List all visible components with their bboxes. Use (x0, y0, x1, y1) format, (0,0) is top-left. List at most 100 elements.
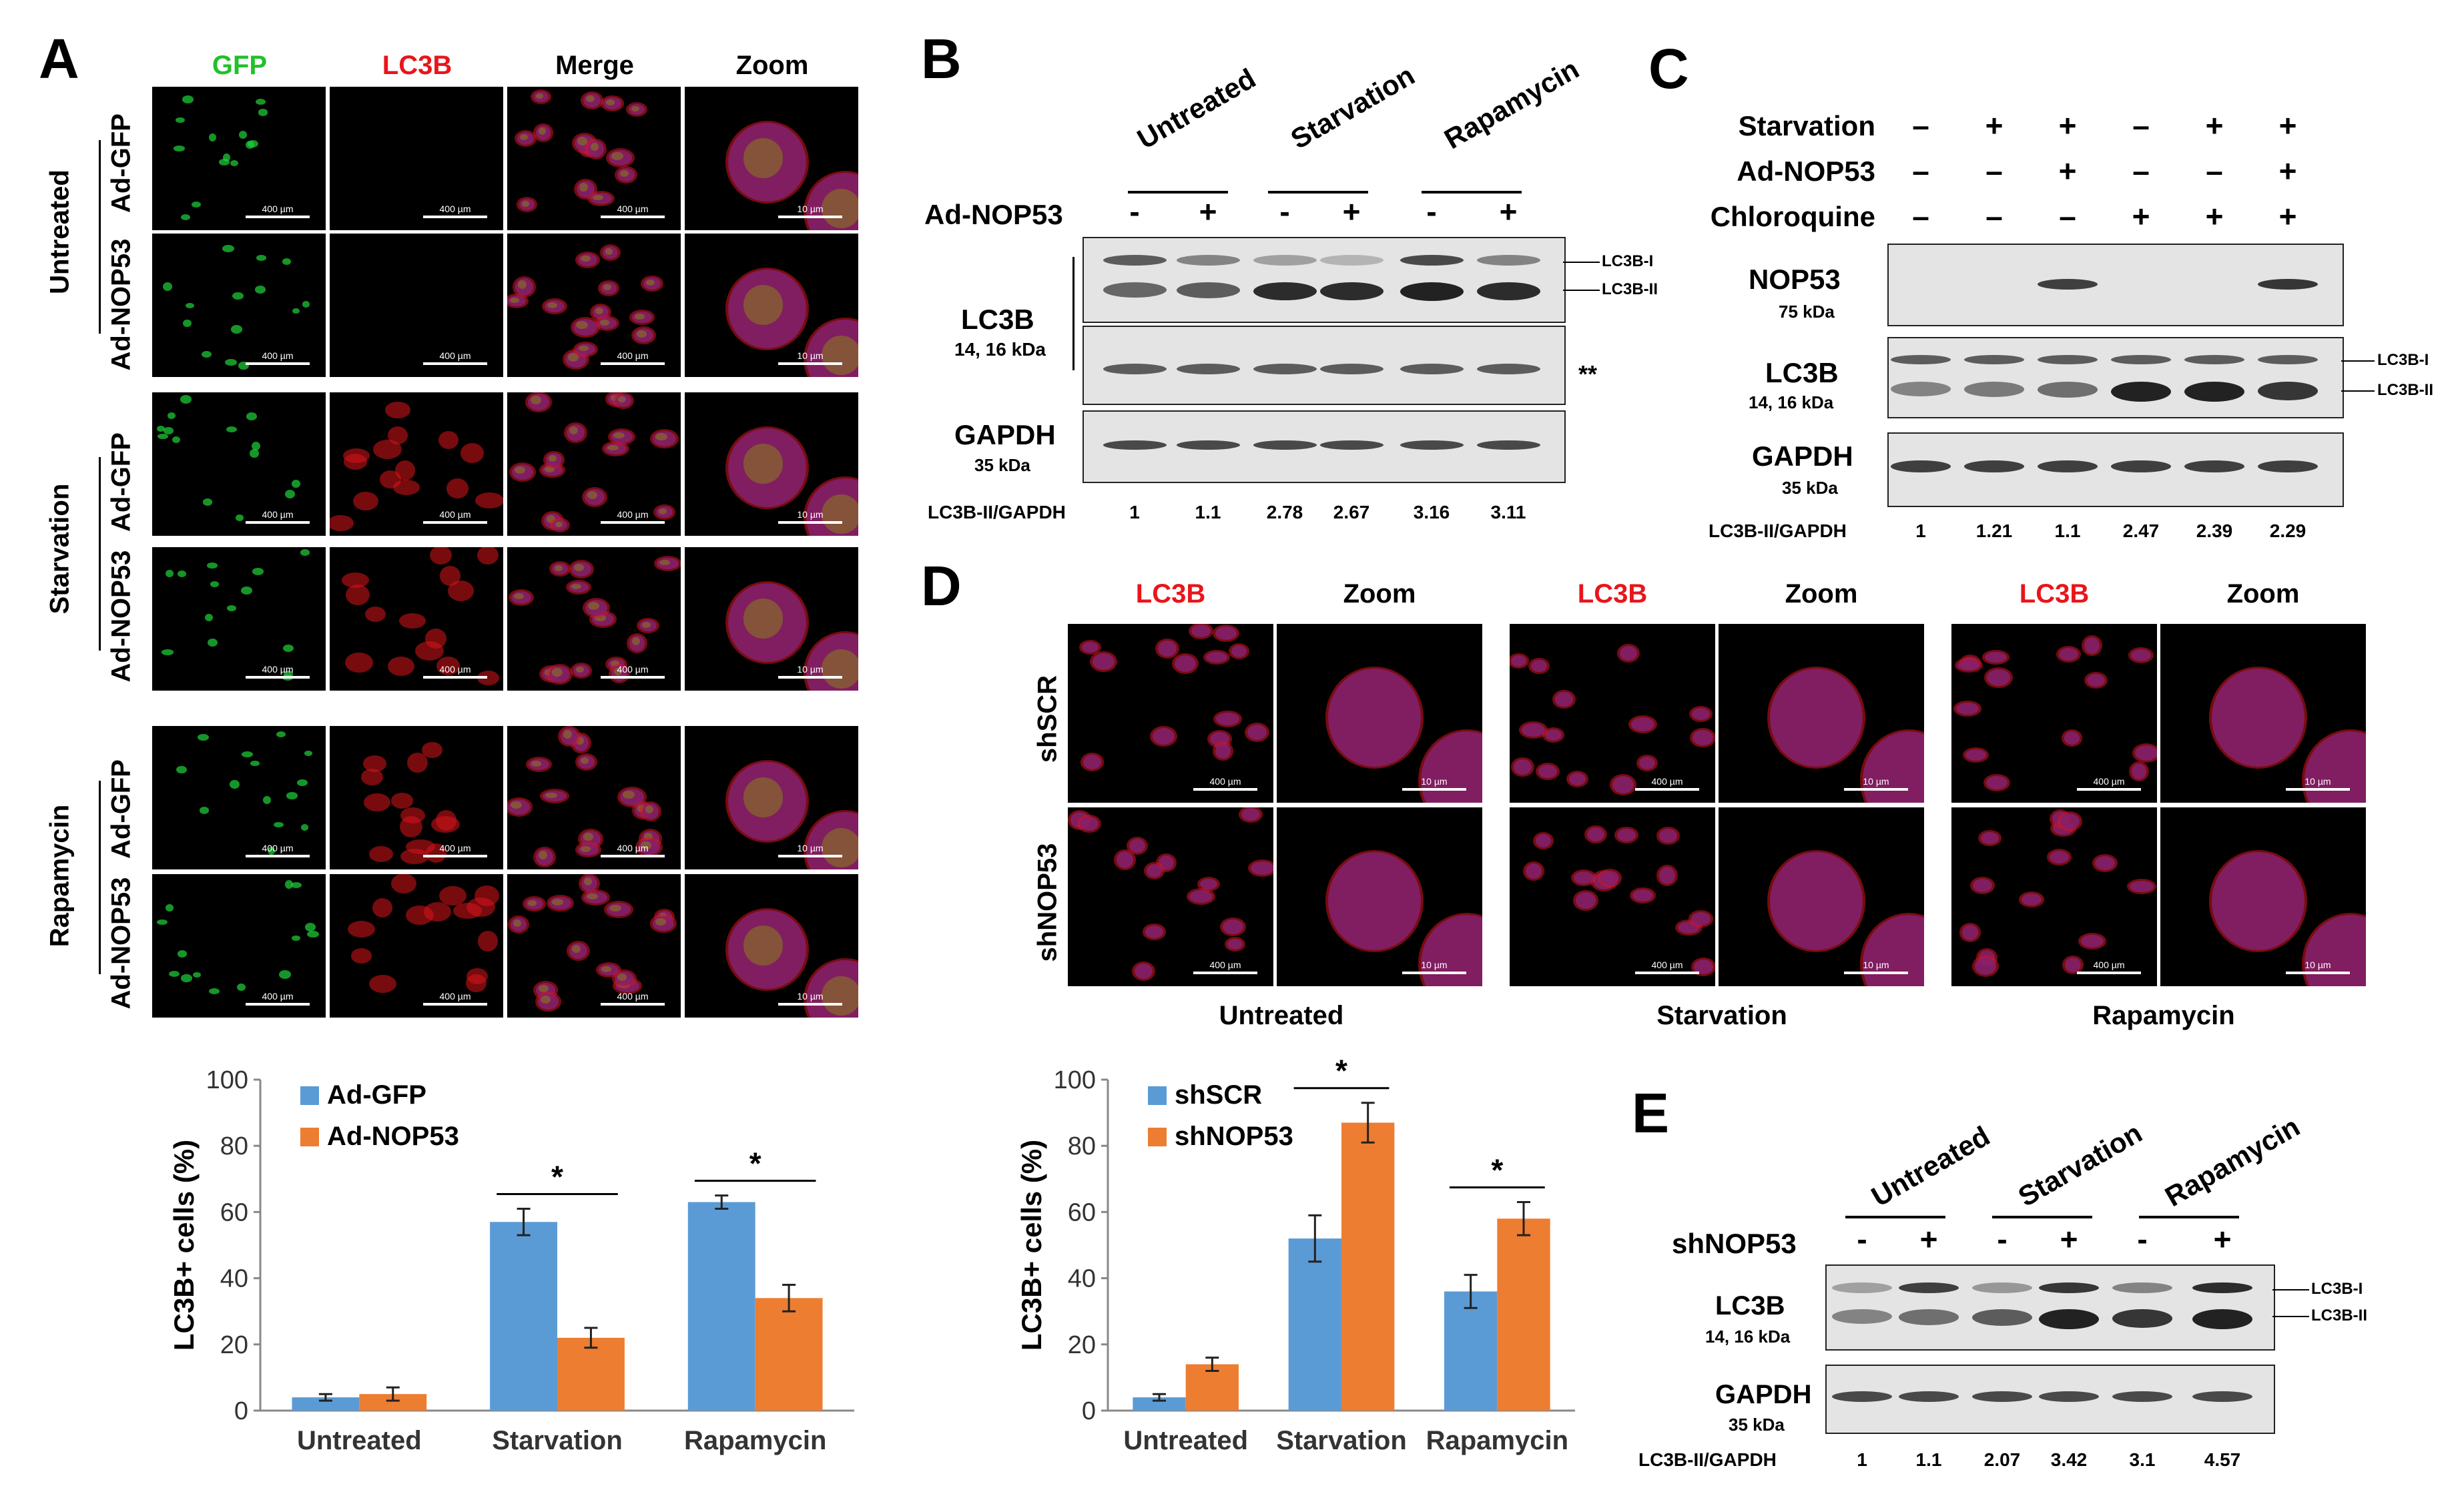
gfp-blob (286, 792, 298, 799)
scale-bar (2286, 972, 2350, 974)
lc3b-blob (516, 197, 537, 212)
lc3b-blob (425, 843, 447, 863)
panel-b-ratio-0: 1 (1129, 502, 1140, 522)
panel-e-band-ii-line (2272, 1316, 2309, 1317)
lc3b-blob (475, 492, 503, 508)
lc3b-blob (467, 968, 489, 985)
panel-c-ratio-3: 2.47 (2122, 520, 2160, 541)
panel-a-bracket-starvation (99, 457, 101, 651)
panel-e-band-i-0 (1832, 1282, 1892, 1293)
scale-bar-label: 400 µm (439, 664, 471, 675)
panel-c-ratio-5: 2.29 (2269, 520, 2306, 541)
gfp-blob (296, 779, 308, 787)
lc3b-blob (388, 657, 415, 677)
panel-c-condition-1: Ad-NOP53 (1737, 155, 1875, 187)
lc3b-blob (558, 726, 581, 747)
gfp-blob (173, 145, 186, 151)
panel-e-band-gapdh-0 (1832, 1391, 1892, 1402)
gfp-blob (285, 490, 296, 498)
legend-label-1: Ad-NOP53 (327, 1122, 459, 1151)
panel-c-ratio-0: 1 (1915, 520, 1926, 541)
scale-bar-label: 400 µm (439, 843, 471, 853)
panel-a-header-gfp: GFP (212, 51, 268, 80)
gfp-blob (241, 587, 252, 595)
lc3b-blob (627, 633, 648, 653)
lc3b-blob (1213, 741, 1233, 761)
scale-bar (1844, 972, 1908, 974)
gfp-blob (191, 201, 202, 208)
panel-e-band-ii-label: LC3B-II (2311, 1307, 2367, 1325)
scale-bar-label: 400 µm (439, 991, 471, 1002)
panel-b-band-i-1 (1176, 255, 1240, 266)
scale-bar (778, 1003, 842, 1006)
panel-e-underline-2 (1992, 1216, 2092, 1218)
scale-bar (1402, 972, 1466, 974)
gfp-blob (291, 935, 301, 942)
lc3b-blob (1570, 869, 1596, 887)
scale-bar-label: 10 µm (1863, 960, 1889, 970)
panel-b-band-gapdh-0 (1103, 440, 1167, 450)
panel-b-band-ii-0 (1103, 282, 1167, 298)
lc3b-blob (608, 663, 631, 684)
panel-e-treatment-label: shNOP53 (1672, 1228, 1797, 1259)
panel-c-lc3b-kda: 14, 16 kDa (1749, 392, 1834, 412)
y-axis-title: LC3B+ cells (%) (1016, 1140, 1047, 1351)
panel-e-lane-header-rapamycin: Rapamycin (2160, 1110, 2305, 1213)
y-tick-label: 100 (1054, 1066, 1096, 1094)
panel-e-gapdh-kda: 35 kDa (1729, 1415, 1785, 1435)
lc3b-blob (804, 810, 858, 869)
gfp-blob (242, 751, 254, 758)
panel-d-header-4: LC3B (2019, 579, 2090, 609)
panel-c-band-i-1 (1964, 355, 2024, 364)
gfp-blob (285, 879, 293, 889)
lc3b-blob (725, 581, 809, 664)
panel-letter-c: C (1648, 37, 1689, 100)
lc3b-blob (549, 517, 570, 532)
lc3b-blob (1688, 909, 1713, 927)
scale-bar-label: 400 µm (1209, 776, 1241, 787)
significance-star: * (1491, 1153, 1503, 1188)
panel-b-band-gapdh-2 (1253, 440, 1317, 450)
scale-bar (778, 362, 842, 365)
panel-c-sign-2-3: + (2132, 199, 2150, 234)
panel-d-header-2: LC3B (1577, 579, 1648, 609)
lc3b-blob (1519, 721, 1548, 739)
lc3b-blob (2047, 848, 2072, 865)
lc3b-blob (477, 547, 499, 565)
lc3b-blob (543, 450, 565, 469)
gfp-blob (256, 98, 266, 105)
panel-e-sign-0: - (1857, 1222, 1867, 1256)
panel-c-gapdh-kda: 35 kDa (1782, 478, 1838, 498)
panel-b-ratio-label: LC3B-II/GAPDH (928, 502, 1066, 522)
panel-c-band-ii-3 (2111, 382, 2171, 402)
scale-bar-label: 400 µm (439, 350, 471, 361)
lc3b-blob (578, 874, 601, 894)
panel-e-sign-3: + (2060, 1222, 2078, 1256)
lc3b-blob (573, 179, 597, 200)
panel-e-lane-header-untreated: Untreated (1866, 1120, 1995, 1213)
panel-c-lc3b-label: LC3B (1765, 357, 1839, 388)
legend-label-0: shSCR (1175, 1080, 1262, 1110)
lc3b-blob (594, 316, 619, 332)
lc3b-blob (368, 974, 397, 994)
panel-c-band-i-3 (2111, 355, 2171, 364)
lc3b-blob (653, 504, 675, 520)
lc3b-blob (629, 310, 655, 325)
lc3b-blob (1984, 667, 2014, 689)
lc3b-blob (350, 948, 372, 964)
lc3b-blob (1197, 876, 1220, 891)
lc3b-blob (1247, 859, 1273, 877)
lc3b-blob (1978, 829, 2001, 846)
bar-0-2 (1444, 1291, 1498, 1411)
lc3b-blob (725, 267, 809, 350)
lc3b-blob (571, 317, 600, 338)
y-tick-label: 20 (1068, 1331, 1096, 1359)
panel-c-sign-1-5: + (2278, 153, 2297, 188)
panel-a-micrograph-r2-c2: 400 µm (507, 392, 681, 536)
gfp-blob (273, 821, 284, 828)
panel-c-ratio-label: LC3B-II/GAPDH (1709, 520, 1847, 541)
scale-bar (2286, 788, 2350, 791)
lc3b-blob (1511, 757, 1534, 777)
panel-e-band-i-3 (2039, 1282, 2099, 1293)
panel-b-band-i-label: LC3B-I (1602, 252, 1654, 270)
